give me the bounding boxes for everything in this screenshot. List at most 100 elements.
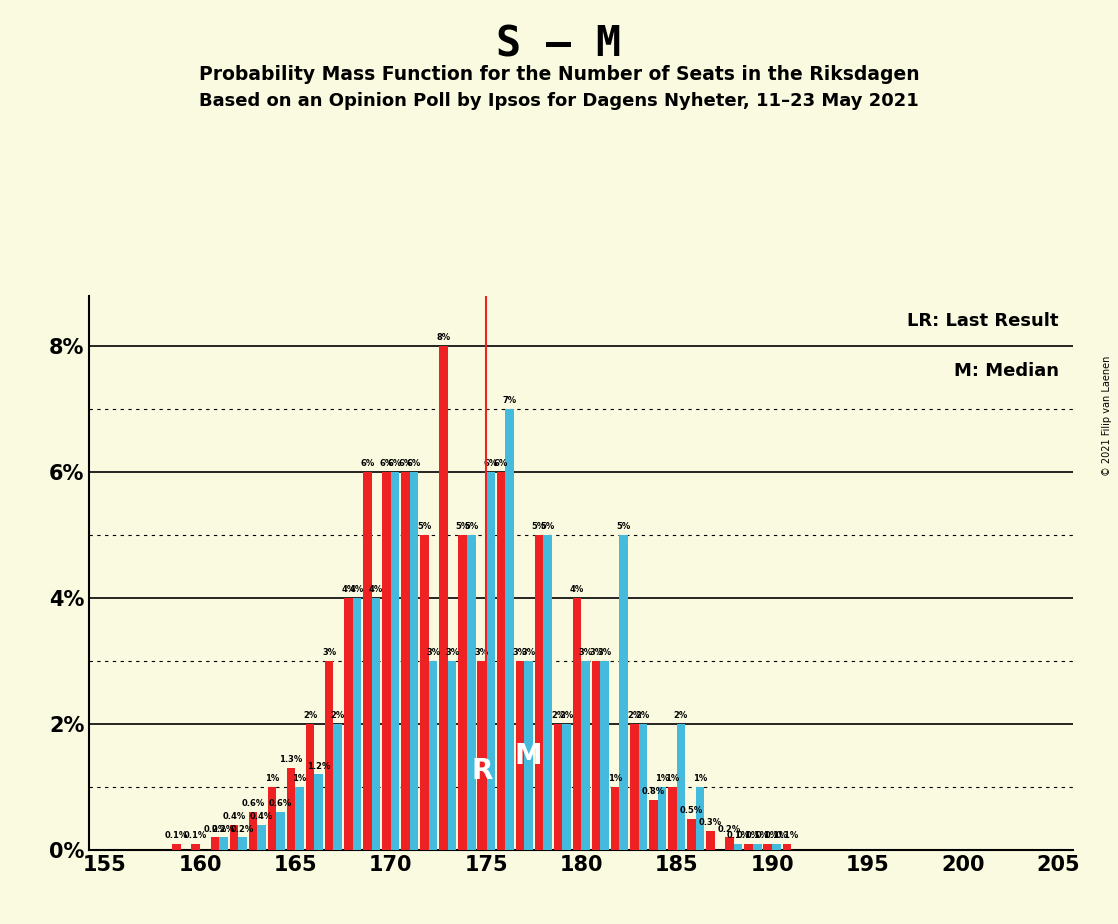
Bar xyxy=(600,661,609,850)
Bar xyxy=(306,724,314,850)
Text: 0.6%: 0.6% xyxy=(269,799,292,808)
Bar xyxy=(352,598,361,850)
Text: LR: Last Result: LR: Last Result xyxy=(907,312,1059,330)
Bar xyxy=(572,598,581,850)
Bar xyxy=(619,535,628,850)
Text: 0.1%: 0.1% xyxy=(775,831,798,840)
Text: 5%: 5% xyxy=(455,522,470,531)
Bar xyxy=(267,787,276,850)
Bar xyxy=(191,844,200,850)
Bar xyxy=(238,837,247,850)
Text: 1%: 1% xyxy=(608,774,623,784)
Bar xyxy=(610,787,619,850)
Text: 5%: 5% xyxy=(464,522,479,531)
Bar xyxy=(496,472,505,850)
Text: 0.2%: 0.2% xyxy=(718,825,741,833)
Text: 1.2%: 1.2% xyxy=(307,761,331,771)
Bar xyxy=(429,661,437,850)
Text: Based on an Opinion Poll by Ipsos for Dagens Nyheter, 11–23 May 2021: Based on an Opinion Poll by Ipsos for Da… xyxy=(199,92,919,110)
Text: 0.4%: 0.4% xyxy=(250,812,273,821)
Bar xyxy=(591,661,600,850)
Bar xyxy=(581,661,590,850)
Text: 6%: 6% xyxy=(388,459,402,468)
Text: 2%: 2% xyxy=(636,711,650,721)
Text: 4%: 4% xyxy=(341,585,356,594)
Bar xyxy=(695,787,704,850)
Bar xyxy=(439,346,448,850)
Text: 6%: 6% xyxy=(494,459,508,468)
Text: 0.1%: 0.1% xyxy=(165,831,188,840)
Text: 1%: 1% xyxy=(293,774,306,784)
Text: 0.2%: 0.2% xyxy=(230,825,254,833)
Bar xyxy=(295,787,304,850)
Text: 4%: 4% xyxy=(369,585,383,594)
Text: 1%: 1% xyxy=(665,774,680,784)
Bar xyxy=(287,768,295,850)
Text: S – M: S – M xyxy=(496,23,622,65)
Text: M: Median: M: Median xyxy=(954,362,1059,380)
Text: M: M xyxy=(514,742,542,770)
Text: 4%: 4% xyxy=(350,585,364,594)
Text: 5%: 5% xyxy=(617,522,631,531)
Bar xyxy=(219,837,228,850)
Text: 3%: 3% xyxy=(579,649,593,657)
Bar xyxy=(401,472,410,850)
Bar xyxy=(448,661,456,850)
Bar xyxy=(764,844,773,850)
Text: 0.1%: 0.1% xyxy=(765,831,788,840)
Bar xyxy=(325,661,333,850)
Bar xyxy=(752,844,761,850)
Bar xyxy=(688,819,695,850)
Bar xyxy=(344,598,352,850)
Text: 1%: 1% xyxy=(265,774,280,784)
Bar xyxy=(172,844,181,850)
Text: 6%: 6% xyxy=(398,459,413,468)
Text: Probability Mass Function for the Number of Seats in the Riksdagen: Probability Mass Function for the Number… xyxy=(199,65,919,84)
Text: 2%: 2% xyxy=(551,711,565,721)
Bar xyxy=(420,535,429,850)
Text: 2%: 2% xyxy=(559,711,574,721)
Bar xyxy=(477,661,486,850)
Text: 0.6%: 0.6% xyxy=(241,799,265,808)
Text: 0.3%: 0.3% xyxy=(699,819,722,827)
Text: 0.4%: 0.4% xyxy=(222,812,246,821)
Bar xyxy=(629,724,638,850)
Text: 1%: 1% xyxy=(655,774,669,784)
Text: 3%: 3% xyxy=(475,649,489,657)
Bar xyxy=(333,724,342,850)
Text: 3%: 3% xyxy=(521,649,536,657)
Text: 3%: 3% xyxy=(426,649,440,657)
Bar xyxy=(650,799,657,850)
Text: 2%: 2% xyxy=(303,711,318,721)
Text: 2%: 2% xyxy=(674,711,688,721)
Text: 0.1%: 0.1% xyxy=(737,831,760,840)
Bar xyxy=(676,724,685,850)
Text: 0.1%: 0.1% xyxy=(184,831,207,840)
Bar xyxy=(248,812,257,850)
Bar xyxy=(726,837,733,850)
Text: © 2021 Filip van Laenen: © 2021 Filip van Laenen xyxy=(1102,356,1112,476)
Bar xyxy=(210,837,219,850)
Bar xyxy=(276,812,285,850)
Bar xyxy=(707,832,714,850)
Text: 5%: 5% xyxy=(540,522,555,531)
Bar xyxy=(505,409,513,850)
Text: 0.1%: 0.1% xyxy=(746,831,769,840)
Text: 0.2%: 0.2% xyxy=(211,825,235,833)
Text: 3%: 3% xyxy=(322,649,337,657)
Bar xyxy=(382,472,390,850)
Bar xyxy=(553,724,562,850)
Text: 7%: 7% xyxy=(502,396,517,406)
Bar xyxy=(733,844,742,850)
Text: 3%: 3% xyxy=(513,649,527,657)
Bar xyxy=(390,472,399,850)
Text: 3%: 3% xyxy=(445,649,459,657)
Text: 1.3%: 1.3% xyxy=(280,756,303,764)
Text: 0.1%: 0.1% xyxy=(727,831,750,840)
Text: 6%: 6% xyxy=(483,459,498,468)
Text: 0.1%: 0.1% xyxy=(756,831,779,840)
Text: 5%: 5% xyxy=(417,522,432,531)
Text: 1%: 1% xyxy=(693,774,708,784)
Text: 6%: 6% xyxy=(407,459,421,468)
Bar xyxy=(773,844,780,850)
